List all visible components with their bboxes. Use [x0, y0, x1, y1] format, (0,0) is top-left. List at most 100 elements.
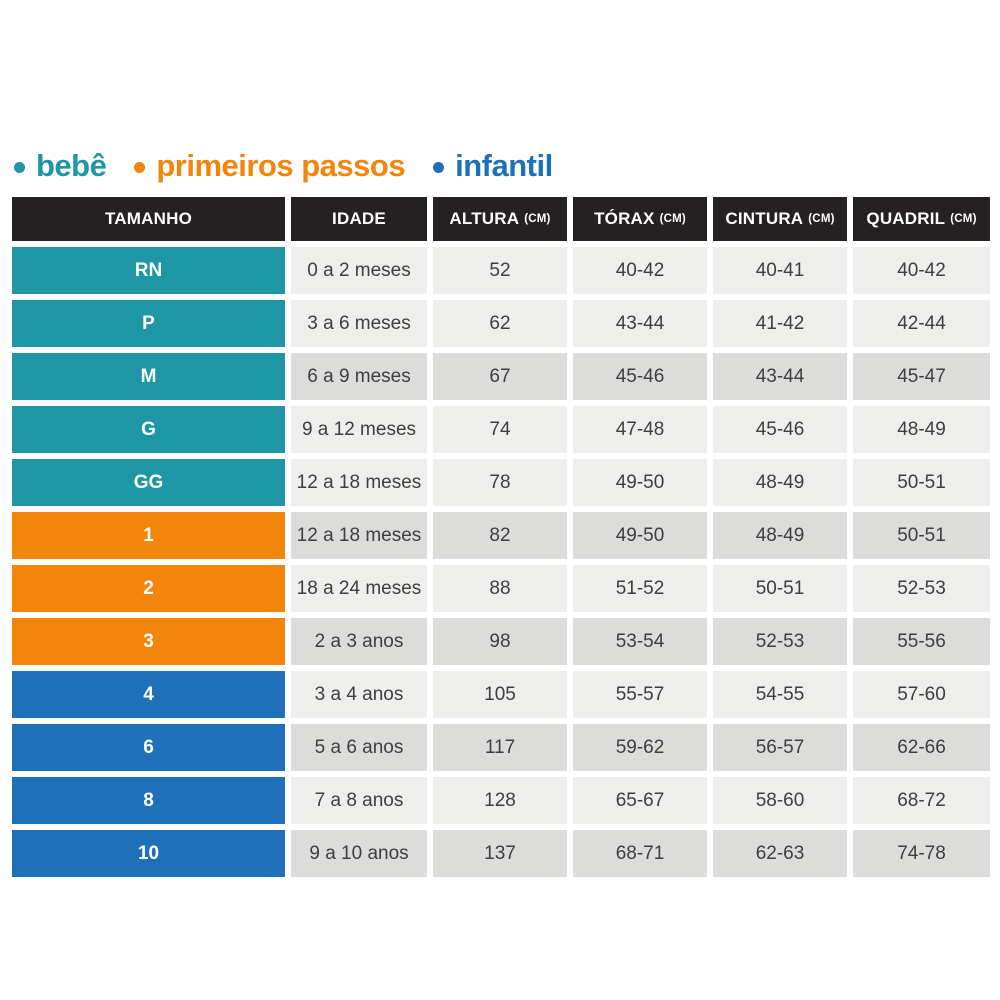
torax-cell: 43-44: [573, 300, 707, 347]
size-cell: 3: [12, 618, 285, 665]
age-cell: 3 a 6 meses: [291, 300, 427, 347]
altura-cell: 52: [433, 247, 567, 294]
size-cell: 2: [12, 565, 285, 612]
quadril-cell: 74-78: [853, 830, 990, 877]
age-cell: 9 a 10 anos: [291, 830, 427, 877]
quadril-cell: 42-44: [853, 300, 990, 347]
column-header-label: ALTURA: [449, 209, 520, 228]
altura-cell: 67: [433, 353, 567, 400]
cintura-cell: 56-57: [713, 724, 847, 771]
size-table: TAMANHO IDADE ALTURA (CM) TÓRAX (CM) CINTU…: [12, 197, 990, 877]
quadril-cell: 40-42: [853, 247, 990, 294]
column-header-idade: IDADE: [291, 197, 427, 241]
age-cell: 12 a 18 meses: [291, 512, 427, 559]
altura-cell: 88: [433, 565, 567, 612]
column-header-altura: ALTURA (CM): [433, 197, 567, 241]
quadril-cell: 57-60: [853, 671, 990, 718]
altura-cell: 82: [433, 512, 567, 559]
cintura-cell: 58-60: [713, 777, 847, 824]
age-cell: 0 a 2 meses: [291, 247, 427, 294]
altura-cell: 78: [433, 459, 567, 506]
legend-label: primeiros passos: [156, 148, 406, 183]
torax-cell: 65-67: [573, 777, 707, 824]
bullet-icon: [433, 162, 445, 173]
cintura-cell: 52-53: [713, 618, 847, 665]
cintura-cell: 54-55: [713, 671, 847, 718]
size-cell: GG: [12, 459, 285, 506]
cintura-cell: 41-42: [713, 300, 847, 347]
torax-cell: 49-50: [573, 512, 707, 559]
cintura-cell: 48-49: [713, 459, 847, 506]
quadril-cell: 55-56: [853, 618, 990, 665]
torax-cell: 59-62: [573, 724, 707, 771]
altura-cell: 137: [433, 830, 567, 877]
torax-cell: 45-46: [573, 353, 707, 400]
torax-cell: 51-52: [573, 565, 707, 612]
size-cell: 4: [12, 671, 285, 718]
quadril-cell: 52-53: [853, 565, 990, 612]
column-header-unit: (CM): [659, 213, 686, 225]
quadril-cell: 68-72: [853, 777, 990, 824]
altura-cell: 117: [433, 724, 567, 771]
cintura-cell: 43-44: [713, 353, 847, 400]
age-cell: 3 a 4 anos: [291, 671, 427, 718]
legend: bebê primeiros passos infantil: [14, 148, 553, 184]
column-header-tamanho: TAMANHO: [12, 197, 285, 241]
quadril-cell: 50-51: [853, 512, 990, 559]
age-cell: 2 a 3 anos: [291, 618, 427, 665]
altura-cell: 62: [433, 300, 567, 347]
cintura-cell: 50-51: [713, 565, 847, 612]
column-header-label: TAMANHO: [104, 209, 192, 228]
column-header-label: QUADRIL: [866, 209, 946, 228]
cintura-cell: 45-46: [713, 406, 847, 453]
column-header-unit: (CM): [950, 213, 977, 225]
age-cell: 7 a 8 anos: [291, 777, 427, 824]
column-header-label: TÓRAX: [594, 209, 655, 228]
size-cell: 10: [12, 830, 285, 877]
legend-item-infantil: infantil: [433, 148, 553, 184]
legend-label: infantil: [455, 148, 553, 183]
column-header-torax: TÓRAX (CM): [573, 197, 707, 241]
column-header-unit: (CM): [524, 213, 551, 225]
age-cell: 18 a 24 meses: [291, 565, 427, 612]
torax-cell: 55-57: [573, 671, 707, 718]
size-cell: G: [12, 406, 285, 453]
quadril-cell: 50-51: [853, 459, 990, 506]
column-header-cintura: CINTURA (CM): [713, 197, 847, 241]
size-cell: 6: [12, 724, 285, 771]
column-header-unit: (CM): [808, 213, 835, 225]
quadril-cell: 45-47: [853, 353, 990, 400]
cintura-cell: 62-63: [713, 830, 847, 877]
bullet-icon: [14, 162, 25, 173]
column-header-label: IDADE: [332, 209, 386, 228]
altura-cell: 128: [433, 777, 567, 824]
cintura-cell: 48-49: [713, 512, 847, 559]
legend-label: bebê: [36, 148, 107, 183]
column-header-label: CINTURA: [725, 209, 804, 228]
torax-cell: 47-48: [573, 406, 707, 453]
torax-cell: 53-54: [573, 618, 707, 665]
size-cell: 8: [12, 777, 285, 824]
size-cell: RN: [12, 247, 285, 294]
quadril-cell: 62-66: [853, 724, 990, 771]
torax-cell: 68-71: [573, 830, 707, 877]
quadril-cell: 48-49: [853, 406, 990, 453]
altura-cell: 98: [433, 618, 567, 665]
size-cell: P: [12, 300, 285, 347]
altura-cell: 74: [433, 406, 567, 453]
age-cell: 5 a 6 anos: [291, 724, 427, 771]
cintura-cell: 40-41: [713, 247, 847, 294]
legend-item-bebe: bebê: [14, 148, 107, 184]
size-cell: M: [12, 353, 285, 400]
torax-cell: 49-50: [573, 459, 707, 506]
age-cell: 12 a 18 meses: [291, 459, 427, 506]
bullet-icon: [134, 162, 146, 173]
size-cell: 1: [12, 512, 285, 559]
age-cell: 9 a 12 meses: [291, 406, 427, 453]
altura-cell: 105: [433, 671, 567, 718]
torax-cell: 40-42: [573, 247, 707, 294]
legend-item-primeiros-passos: primeiros passos: [134, 148, 406, 184]
column-header-quadril: QUADRIL (CM): [853, 197, 990, 241]
age-cell: 6 a 9 meses: [291, 353, 427, 400]
